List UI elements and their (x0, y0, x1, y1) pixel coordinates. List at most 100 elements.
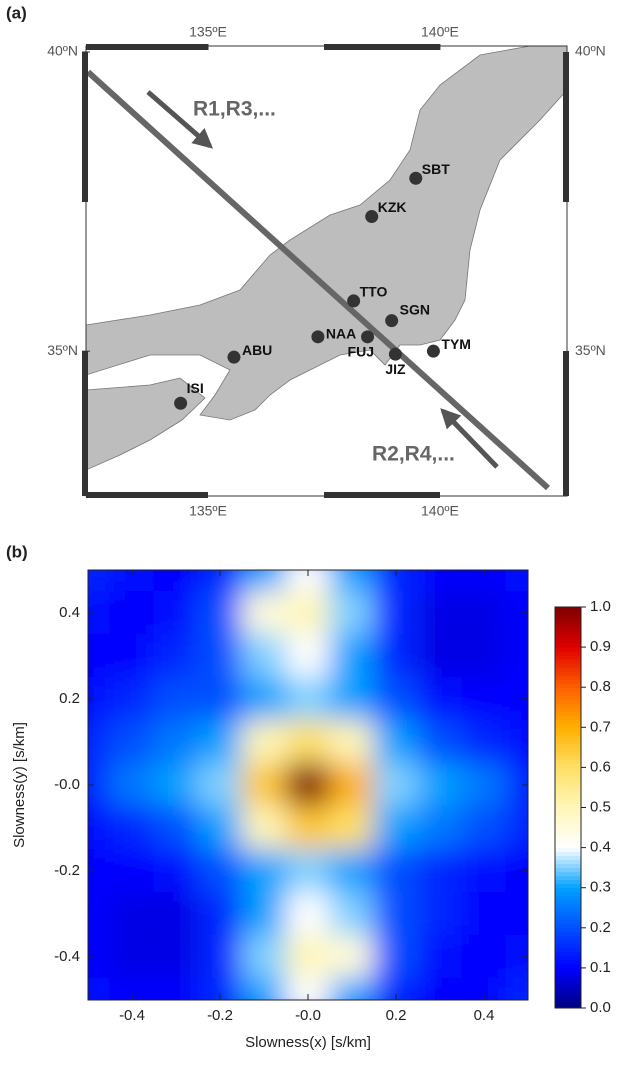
heat-cell (242, 634, 287, 678)
heat-cell (198, 763, 243, 807)
x-tick-label: -0.0 (295, 1007, 321, 1024)
heat-cell (374, 763, 419, 807)
x-tick-label: 140ºE (421, 24, 459, 40)
station (361, 330, 374, 343)
annotation: R1,R3,... (193, 98, 276, 121)
heat-cell (374, 634, 419, 678)
y-tick-label: -0.0 (54, 776, 80, 793)
heat-cell (110, 806, 155, 850)
station-label: NAA (326, 326, 356, 342)
heat-cell (462, 849, 507, 893)
panel-label: (b) (6, 542, 28, 561)
heat-cell (462, 935, 507, 979)
heat-cell (418, 849, 463, 893)
heat-cell (110, 892, 155, 936)
heat-cell (374, 892, 419, 936)
x-tick-label: 0.2 (386, 1007, 407, 1024)
heat-cell (330, 763, 375, 807)
heat-cell (198, 806, 243, 850)
station-label: SBT (422, 161, 450, 177)
station (427, 345, 440, 358)
colorbar-label: 0.7 (590, 718, 611, 735)
x-tick-label: 0.4 (474, 1007, 495, 1024)
station-label: ISI (187, 380, 204, 396)
colorbar-label: 0.2 (590, 919, 611, 936)
heat-cell (330, 849, 375, 893)
heat-cell (374, 849, 419, 893)
colorbar-label: 0.5 (590, 798, 611, 815)
x-tick-label: -0.2 (207, 1007, 233, 1024)
panel-label: (a) (6, 3, 27, 22)
heatmap (66, 548, 551, 1022)
heat-cell (330, 720, 375, 764)
heat-cell (242, 591, 287, 635)
heat-cell (418, 634, 463, 678)
heat-cell (154, 935, 199, 979)
station (365, 210, 378, 223)
heat-cell (154, 677, 199, 721)
heat-cell (374, 677, 419, 721)
colorbar-label: 0.3 (590, 879, 611, 896)
station-label: KZK (378, 199, 407, 215)
station (409, 172, 422, 185)
heat-cell (462, 720, 507, 764)
heat-cell (286, 720, 331, 764)
heat-cell (154, 892, 199, 936)
station-label: JIZ (385, 361, 406, 377)
heat-cell (374, 935, 419, 979)
heat-cell (154, 849, 199, 893)
station (385, 314, 398, 327)
heat-cell (154, 634, 199, 678)
station (311, 330, 324, 343)
heat-cell (110, 634, 155, 678)
colorbar-label: 0.9 (590, 638, 611, 655)
y-tick-label: -0.4 (54, 948, 80, 965)
heat-cell (374, 806, 419, 850)
x-axis-label: Slowness(x) [s/km] (245, 1034, 371, 1051)
station-label: TYM (441, 336, 471, 352)
heat-cell (418, 720, 463, 764)
heat-cell (286, 677, 331, 721)
map-area (86, 46, 567, 496)
heat-cell (418, 935, 463, 979)
heat-cell (374, 720, 419, 764)
heat-cell (286, 591, 331, 635)
station (347, 294, 360, 307)
heat-cell (110, 591, 155, 635)
heat-cell (330, 634, 375, 678)
y-tick-label: 0.4 (59, 604, 80, 621)
heat-cell (110, 720, 155, 764)
heat-cell (418, 763, 463, 807)
heat-cell (242, 806, 287, 850)
x-tick-label: 135ºE (189, 24, 227, 40)
heat-cell (330, 677, 375, 721)
heat-cell (462, 634, 507, 678)
heat-cell (418, 806, 463, 850)
station-label: FUJ (348, 344, 374, 360)
station (174, 397, 187, 410)
station-label: SGN (400, 301, 430, 317)
heat-cell (154, 720, 199, 764)
heat-cell (242, 763, 287, 807)
heat-cell (198, 634, 243, 678)
heat-cell (242, 935, 287, 979)
heat-cell (462, 806, 507, 850)
heat-cell (198, 935, 243, 979)
heat-cell (374, 591, 419, 635)
y-axis-label: Slowness(y) [s/km] (11, 722, 28, 848)
colorbar-label: 0.4 (590, 839, 611, 856)
heat-cell (418, 591, 463, 635)
heat-cell (110, 935, 155, 979)
heat-cell (330, 591, 375, 635)
heat-cell (462, 677, 507, 721)
heat-cell (286, 763, 331, 807)
heatmap-cells (66, 548, 551, 1022)
x-tick-label: 135ºE (189, 503, 227, 519)
y-tick-label: 35ºN (47, 342, 78, 358)
station-label: TTO (360, 284, 388, 300)
heat-cell (418, 677, 463, 721)
heat-cell (418, 892, 463, 936)
heat-cell (286, 849, 331, 893)
x-tick-label: -0.4 (119, 1007, 145, 1024)
y-tick-label: 0.2 (59, 690, 80, 707)
